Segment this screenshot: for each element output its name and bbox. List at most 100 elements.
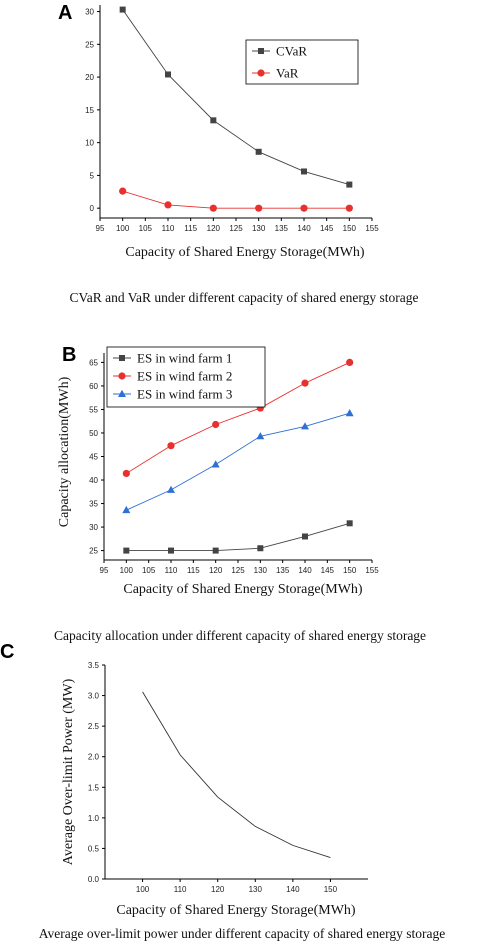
panel-b-x-axis-title: Capacity of Shared Energy Storage(MWh) [123, 582, 363, 597]
legend-label: ES in wind farm 3 [137, 387, 232, 402]
y-tick-label: 0.0 [88, 875, 100, 884]
x-tick-label: 115 [187, 566, 200, 575]
y-tick-label: 10 [85, 139, 94, 148]
y-tick-label: 0 [90, 204, 95, 213]
panel-b-plot: 95 100 105 110 115 120 125 130 135 140 145 150 155 25… [89, 346, 379, 575]
data-point-1-2 [168, 547, 174, 554]
y-tick-label: 50 [89, 429, 98, 438]
panel-b: B 95 100 105 110 115 120 125 130 135 140 145 150 155… [54, 344, 426, 643]
panel-c-y-axis-title: Average Over-limit Power (MW) [61, 678, 76, 865]
panel-b-y-axis-title: Capacity allocation(MWh) [57, 376, 72, 527]
series-line-var [122, 190, 350, 209]
x-tick-label: 105 [142, 566, 156, 575]
data-point-1-1 [123, 547, 130, 554]
data-point-3-3 [211, 460, 220, 468]
y-tick-label: 35 [89, 500, 98, 509]
series-line-es-in-wind-farm-2 [126, 362, 350, 474]
data-point-1-5 [301, 168, 307, 175]
data-point-2-2 [164, 201, 172, 209]
y-tick-label: 60 [89, 382, 98, 391]
panel-c-caption: Average over-limit power under different… [39, 926, 445, 941]
legend-marker [119, 355, 125, 361]
legend-label: ES in wind farm 1 [137, 351, 232, 366]
x-tick-label: 150 [324, 885, 338, 894]
data-point-2-4 [255, 204, 263, 212]
x-tick-label: 140 [286, 885, 300, 894]
y-tick-label: 25 [89, 547, 98, 556]
x-tick-label: 110 [165, 566, 178, 575]
x-tick-label: 145 [321, 566, 335, 575]
panel-a-plot: 95 100 105 110 115 120 125 130 135 140 145 150 155 0 5… [85, 5, 379, 233]
y-tick-label: 45 [89, 453, 98, 462]
panel-b-caption: Capacity allocation under different capa… [54, 628, 426, 643]
data-point-1-5 [302, 533, 308, 540]
x-tick-label: 130 [252, 224, 266, 233]
data-point-2-2 [167, 442, 175, 450]
data-point-1-6 [346, 181, 353, 188]
x-tick-label: 110 [174, 885, 187, 894]
x-tick-label: 105 [139, 224, 153, 233]
x-tick-label: 140 [298, 566, 312, 575]
y-tick-label: 3.0 [88, 692, 100, 701]
x-tick-label: 130 [249, 885, 263, 894]
data-point-1-4 [257, 545, 264, 552]
data-point-3-5 [301, 422, 309, 430]
data-point-2-6 [345, 204, 353, 212]
data-point-1-4 [255, 148, 262, 155]
data-point-2-5 [300, 204, 308, 212]
data-point-3-4 [256, 432, 265, 440]
data-point-2-3 [212, 420, 220, 429]
legend-marker [258, 48, 264, 54]
x-tick-label: 140 [297, 224, 311, 233]
data-point-3-2 [167, 485, 175, 493]
y-tick-label: 0.5 [88, 844, 100, 853]
x-tick-label: 150 [343, 566, 357, 575]
legend-label: CVaR [276, 44, 307, 59]
x-tick-label: 150 [343, 224, 357, 233]
series-line-es-in-wind-farm-1 [126, 522, 350, 552]
y-tick-label: 1.0 [88, 814, 100, 823]
legend-label: VaR [276, 66, 299, 81]
y-tick-label: 65 [89, 358, 98, 367]
data-point-3-6 [345, 409, 354, 417]
y-tick-label: 5 [90, 171, 95, 180]
data-point-2-6 [346, 358, 354, 367]
x-tick-label: 95 [100, 566, 109, 575]
x-tick-label: 110 [162, 224, 175, 233]
y-tick-label: 2.5 [88, 722, 100, 731]
x-tick-label: 125 [229, 224, 243, 233]
series-line-cvar [122, 9, 350, 186]
data-point-1-6 [346, 520, 353, 527]
x-tick-label: 145 [320, 224, 334, 233]
x-tick-label: 130 [254, 566, 268, 575]
series-line-series [142, 691, 331, 859]
panel-a-x-axis-title: Capacity of Shared Energy Storage(MWh) [125, 245, 365, 260]
x-tick-label: 135 [276, 566, 290, 575]
x-tick-label: 120 [209, 566, 223, 575]
y-tick-label: 15 [85, 106, 94, 115]
panel-c: C 100 110 120 130 140 150 0.0 0.5 1.0 1.5 2.0 2.5 3.… [0, 641, 445, 941]
y-tick-label: 1.5 [88, 783, 100, 792]
panel-b-letter: B [62, 344, 76, 366]
x-tick-label: 155 [365, 224, 379, 233]
y-tick-label: 20 [85, 73, 94, 82]
panel-c-x-axis-title: Capacity of Shared Energy Storage(MWh) [116, 903, 356, 918]
x-tick-label: 100 [120, 566, 134, 575]
data-point-2-1 [122, 469, 130, 478]
data-point-2-3 [209, 204, 217, 212]
panel-a-letter: A [58, 2, 72, 24]
x-tick-label: 120 [211, 885, 225, 894]
x-tick-label: 100 [136, 885, 150, 894]
x-tick-label: 100 [116, 224, 130, 233]
data-point-3-1 [122, 505, 131, 514]
y-tick-label: 30 [85, 8, 94, 17]
legend-box [106, 346, 266, 408]
panel-a: A 95 100 105 110 115 120 125 130 135 140 145 150 155… [58, 2, 419, 305]
legend-label: ES in wind farm 2 [137, 369, 232, 384]
y-tick-label: 3.5 [88, 661, 100, 670]
data-point-2-5 [301, 379, 309, 387]
data-point-2-1 [119, 187, 127, 195]
panel-a-caption: CVaR and VaR under different capacity of… [69, 290, 418, 305]
legend-marker [118, 372, 126, 380]
